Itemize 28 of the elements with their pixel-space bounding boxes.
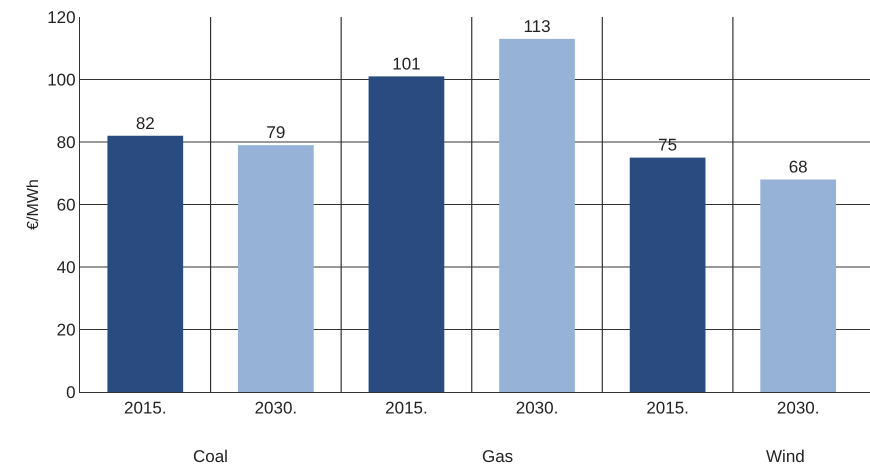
data-label: 68 — [788, 158, 808, 176]
y-tick-label: 80 — [56, 132, 76, 152]
y-axis-title: €/MWh — [25, 179, 42, 230]
y-tick-label: 20 — [56, 320, 76, 340]
data-label: 79 — [266, 123, 286, 142]
bar — [760, 180, 836, 392]
x-tick-label: 2015. — [385, 398, 428, 418]
x-tick-label: 2030. — [516, 398, 558, 418]
text: Wind — [766, 447, 805, 466]
x-tick-label: 2015. — [124, 398, 167, 418]
y-tick-label: 100 — [47, 70, 76, 90]
data-label: 113 — [523, 16, 551, 36]
y-tick-label: 120 — [47, 8, 76, 27]
y-tick-label: 40 — [56, 258, 76, 277]
x-tick-label: 2030. — [776, 398, 820, 418]
bar — [630, 158, 706, 392]
bar — [499, 38, 575, 392]
bar — [368, 76, 444, 392]
data-label: 82 — [136, 114, 155, 133]
x-tick-label: 2030. — [254, 398, 298, 418]
bar — [238, 145, 314, 392]
y-tick-label: 0 — [66, 382, 76, 402]
text: Gas — [482, 447, 514, 466]
data-label: 101 — [392, 54, 421, 74]
y-tick-label: 60 — [56, 195, 76, 214]
text: Coal — [193, 447, 228, 466]
x-tick-label: 2015. — [646, 398, 689, 418]
bar — [107, 136, 184, 392]
